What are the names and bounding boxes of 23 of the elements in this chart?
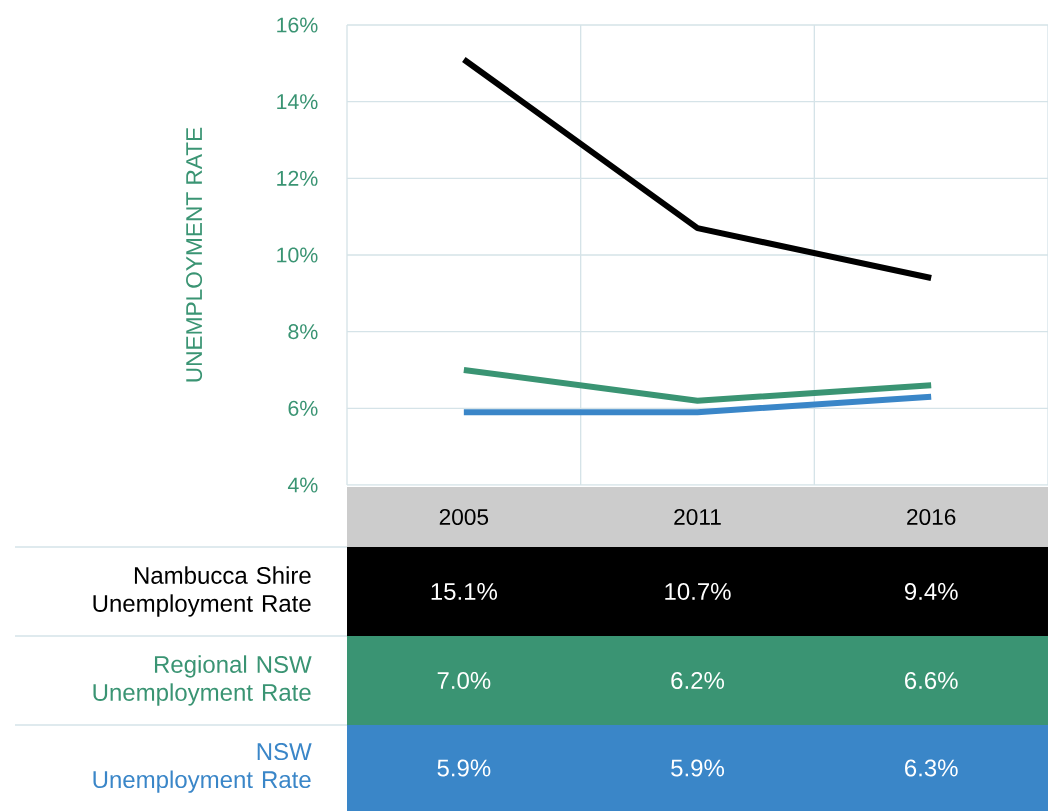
data-label: 6.2% <box>671 671 725 689</box>
y-tick-label: 4% <box>287 477 318 493</box>
y-tick-label: 6% <box>288 400 318 416</box>
data-label: 6.3% <box>905 759 958 777</box>
y-tick-label: 12% <box>277 170 318 186</box>
text: NSW Unemployment Rate <box>93 743 312 793</box>
y-tick-label: 10% <box>277 247 318 263</box>
y-tick-label: 14% <box>277 94 318 110</box>
data-label: 6.6% <box>905 671 958 689</box>
data-label: 15.1% <box>431 583 498 600</box>
y-tick-label: 8% <box>288 324 318 340</box>
data-label: 5.9% <box>671 759 725 777</box>
text: Regional NSW Unemployment Rate <box>93 655 312 706</box>
data-label: 5.9% <box>437 759 491 777</box>
text: Nambucca Shire Unemployment Rate <box>93 566 311 617</box>
x-tick-label: 2011 <box>674 508 721 526</box>
x-tick-label: 2016 <box>907 508 956 526</box>
data-label: 10.7% <box>665 582 731 600</box>
x-tick-label: 2005 <box>439 508 489 526</box>
y-axis-title: UNEMPLOYMENT RATE <box>186 127 203 382</box>
data-label: 7.0% <box>437 671 491 689</box>
data-label: 9.4% <box>904 582 958 600</box>
y-tick-label: 16% <box>277 17 318 33</box>
